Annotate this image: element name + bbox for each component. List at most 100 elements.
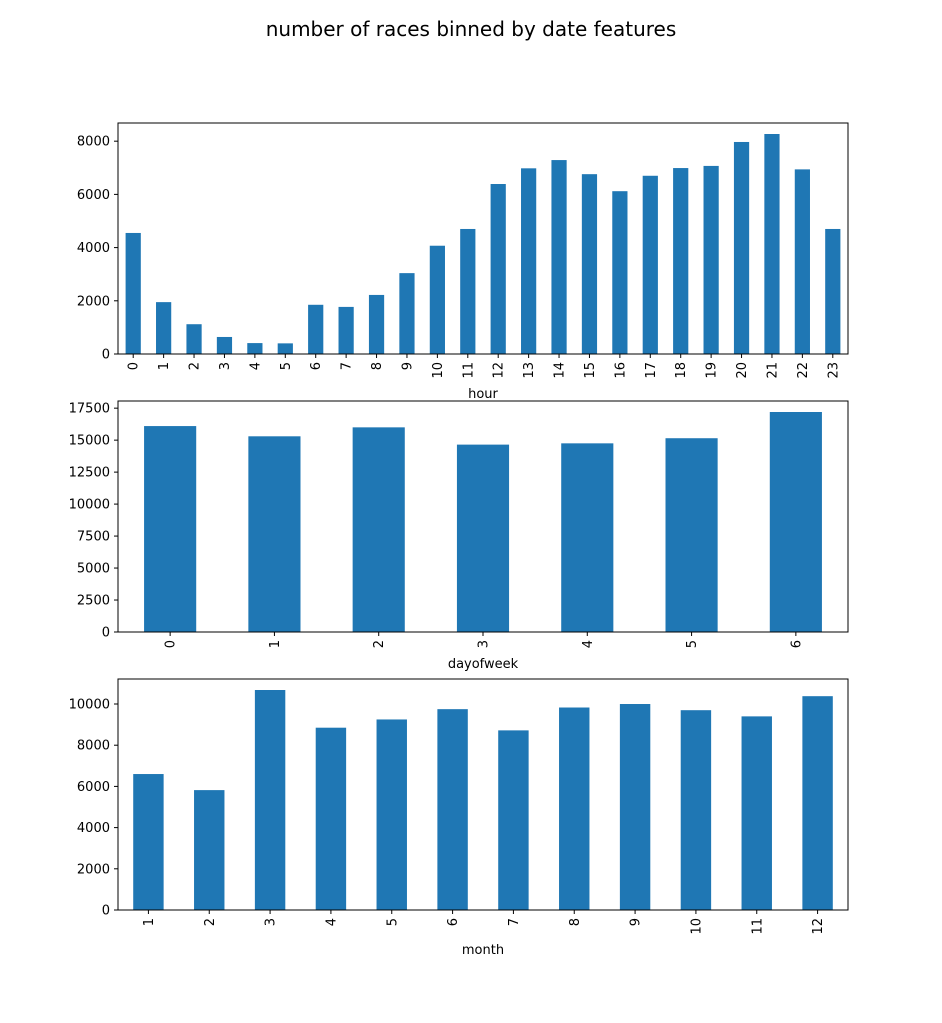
dayofweek-xtick-label: 2 xyxy=(372,640,387,648)
hour-xtick-label: 22 xyxy=(796,362,811,379)
hour-xtick-label: 1 xyxy=(157,362,172,370)
dayofweek-ytick-label: 7500 xyxy=(77,530,110,545)
hour-bar-12 xyxy=(490,184,506,354)
hour-xtick-label: 2 xyxy=(188,362,203,370)
month-xtick-label: 9 xyxy=(629,918,644,926)
month-xaxis-label: month xyxy=(462,943,504,958)
dayofweek-ytick-label: 15000 xyxy=(69,434,110,449)
month-xtick-label: 2 xyxy=(203,918,218,926)
month-bar-12 xyxy=(802,696,833,910)
hour-xtick-label: 4 xyxy=(248,362,263,370)
hour-bar-16 xyxy=(612,191,628,354)
dayofweek-ytick-label: 0 xyxy=(102,626,110,641)
hour-bar-13 xyxy=(521,168,537,354)
hour-bar-23 xyxy=(825,228,841,354)
hour-ytick-label: 8000 xyxy=(77,135,110,150)
hour-xtick-label: 10 xyxy=(431,362,446,379)
hour-xtick-label: 20 xyxy=(735,362,750,379)
hour-xtick-label: 13 xyxy=(522,362,537,379)
month-bar-1 xyxy=(133,774,164,910)
dayofweek-xtick-label: 5 xyxy=(685,640,700,648)
hour-bar-8 xyxy=(368,294,385,354)
month-bar-2 xyxy=(194,790,225,910)
hour-xtick-label: 0 xyxy=(127,362,142,370)
hour-bar-19 xyxy=(703,165,719,354)
month-xtick-label: 11 xyxy=(750,918,765,935)
month-xtick-label: 3 xyxy=(264,918,279,926)
month-bar-4 xyxy=(315,727,347,910)
hour-bar-9 xyxy=(399,273,415,354)
hour-bar-15 xyxy=(581,174,598,354)
month-axes-frame xyxy=(117,678,849,911)
dayofweek-ytick-label: 12500 xyxy=(69,466,110,481)
hour-xtick-label: 14 xyxy=(553,362,568,379)
month-ytick-label: 8000 xyxy=(77,739,110,754)
month-xtick-label: 12 xyxy=(811,918,826,935)
dayofweek-bar-1 xyxy=(248,436,301,632)
hour-bar-0 xyxy=(125,232,141,354)
month-ytick-label: 2000 xyxy=(77,862,110,877)
hour-ytick-label: 4000 xyxy=(77,241,110,256)
hour-bar-20 xyxy=(733,141,750,354)
month-xtick-label: 10 xyxy=(689,918,704,935)
hour-xtick-label: 16 xyxy=(613,362,628,379)
dayofweek-ytick-label: 5000 xyxy=(77,562,110,577)
hour-xtick-label: 5 xyxy=(279,362,294,370)
dayofweek-bar-2 xyxy=(352,427,405,632)
hour-bar-21 xyxy=(764,134,780,354)
month-ytick-label: 10000 xyxy=(69,698,110,713)
month-ytick-label: 4000 xyxy=(77,821,110,836)
hour-xtick-label: 19 xyxy=(705,362,720,379)
hour-bar-7 xyxy=(338,306,354,354)
dayofweek-ytick-label: 17500 xyxy=(69,402,110,417)
hour-xtick-label: 3 xyxy=(218,362,233,370)
hour-xaxis-label: hour xyxy=(468,387,498,402)
hour-xtick-label: 11 xyxy=(461,362,476,379)
hour-xtick-label: 12 xyxy=(492,362,507,379)
month-bar-11 xyxy=(741,716,772,910)
hour-ytick-label: 2000 xyxy=(77,294,110,309)
dayofweek-ytick-label: 10000 xyxy=(69,498,110,513)
hour-bar-14 xyxy=(551,160,567,354)
hour-bar-22 xyxy=(794,169,810,354)
hour-xtick-label: 18 xyxy=(674,362,689,379)
hour-xtick-label: 23 xyxy=(826,362,841,379)
hour-bar-4 xyxy=(247,343,263,354)
dayofweek-ytick-label: 2500 xyxy=(77,594,110,609)
dayofweek-bar-chart: 0 2500 5000 7500 10000 12500 15000 17500 0 1 2 3 4 5 6… xyxy=(69,400,849,672)
hour-xtick-label: 9 xyxy=(400,362,415,370)
dayofweek-xaxis-label: dayofweek xyxy=(448,657,519,672)
dayofweek-bar-4 xyxy=(561,443,614,632)
month-bar-5 xyxy=(376,719,407,910)
month-bar-9 xyxy=(619,704,651,910)
hour-bar-1 xyxy=(156,302,172,354)
dayofweek-bar-6 xyxy=(769,412,822,632)
figure-title: number of races binned by date features xyxy=(266,17,677,41)
month-xtick-label: 7 xyxy=(507,918,522,926)
hour-xtick-label: 15 xyxy=(583,362,598,379)
month-bar-10 xyxy=(680,710,712,910)
hour-xtick-label: 8 xyxy=(370,362,385,370)
hour-xtick-label: 7 xyxy=(340,362,355,370)
hour-ytick-label: 0 xyxy=(102,348,110,363)
month-xtick-label: 8 xyxy=(568,918,583,926)
hour-bar-11 xyxy=(460,228,476,354)
dayofweek-xtick-label: 4 xyxy=(581,640,596,648)
month-xtick-label: 1 xyxy=(142,918,157,926)
dayofweek-xtick-label: 0 xyxy=(164,640,179,648)
month-bar-3 xyxy=(254,690,286,910)
hour-xtick-label: 21 xyxy=(765,362,780,379)
hour-axes-frame xyxy=(117,122,849,355)
hour-bar-17 xyxy=(642,175,658,354)
hour-xtick-label: 6 xyxy=(309,362,324,370)
hour-bar-18 xyxy=(673,168,689,354)
hour-bar-3 xyxy=(216,336,233,354)
dayofweek-xtick-label: 6 xyxy=(789,640,804,648)
month-ytick-label: 0 xyxy=(102,904,110,919)
month-ytick-label: 6000 xyxy=(77,780,110,795)
month-xtick-label: 4 xyxy=(324,918,339,926)
dayofweek-xtick-label: 1 xyxy=(268,640,283,648)
